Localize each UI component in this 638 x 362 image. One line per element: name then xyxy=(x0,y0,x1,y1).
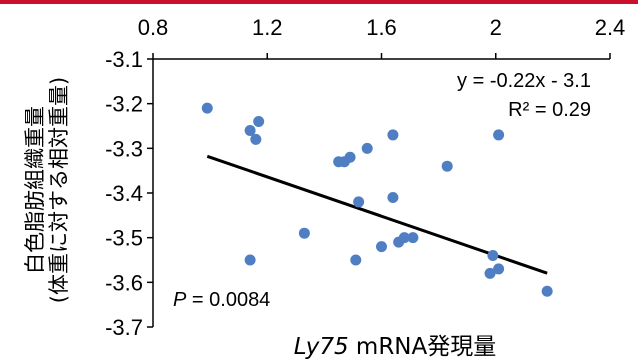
y-tick-label: -3.6 xyxy=(105,270,143,295)
r-squared-label: R² = 0.29 xyxy=(508,99,591,121)
x-tick-label: 1.2 xyxy=(252,15,283,40)
x-axis-label: Ly75 mRNA発現量 xyxy=(294,334,497,360)
data-point xyxy=(441,160,453,172)
p-value-label: P = 0.0084 xyxy=(173,289,270,311)
data-point xyxy=(298,227,310,239)
y-tick-label: -3.2 xyxy=(105,92,143,117)
x-tick-label: 2 xyxy=(490,15,502,40)
data-point xyxy=(387,191,399,203)
p-value: = 0.0084 xyxy=(186,289,270,311)
y-axis-label-line2: (体重に対する相対重量) xyxy=(47,77,71,303)
data-points xyxy=(201,102,553,297)
y-tick-label: -3.5 xyxy=(105,226,143,251)
x-tick-label: 2.4 xyxy=(595,15,626,40)
data-point xyxy=(407,232,419,244)
p-symbol: P xyxy=(173,289,187,311)
data-point xyxy=(484,267,496,279)
data-point xyxy=(244,254,256,266)
y-tick-label: -3.1 xyxy=(105,47,143,72)
x-tick-label: 0.8 xyxy=(138,15,169,40)
data-point xyxy=(387,129,399,141)
data-point xyxy=(493,263,505,275)
data-point xyxy=(344,151,356,163)
data-point xyxy=(487,250,499,262)
data-point xyxy=(361,142,373,154)
x-axis-label-gene: Ly75 xyxy=(294,334,349,360)
x-axis-label-text: mRNA発現量 xyxy=(349,334,497,360)
data-point xyxy=(350,254,362,266)
data-point xyxy=(376,241,387,253)
y-tick-label: -3.7 xyxy=(105,315,143,340)
data-point xyxy=(493,129,505,141)
x-axis-ticks: 0.8 1.2 1.6 2 2.4 xyxy=(138,15,626,59)
y-tick-label: -3.3 xyxy=(105,136,143,161)
data-point xyxy=(353,196,365,208)
y-tick-label: -3.4 xyxy=(105,181,143,206)
x-tick-label: 1.6 xyxy=(366,15,397,40)
data-point xyxy=(201,102,213,114)
data-point xyxy=(250,133,262,145)
data-point xyxy=(398,232,410,244)
data-point xyxy=(244,124,256,136)
y-axis-label-line1: 白色脂肪組織重量 xyxy=(23,106,47,274)
y-axis-ticks: -3.1 -3.2 -3.3 -3.4 -3.5 -3.6 -3.7 xyxy=(105,47,153,340)
data-point xyxy=(541,285,553,297)
data-point xyxy=(253,116,265,128)
header-accent-bar xyxy=(0,0,638,4)
regression-equation: y = -0.22x - 3.1 xyxy=(457,70,591,92)
